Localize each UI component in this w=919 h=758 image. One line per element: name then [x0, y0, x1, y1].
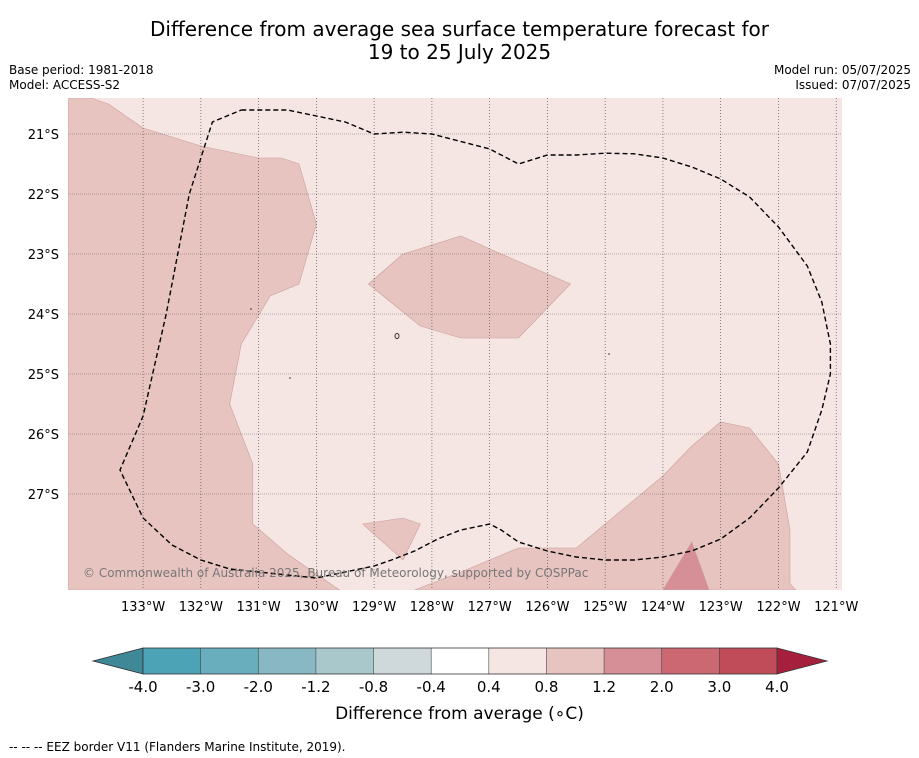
longitude-tick-label: 131°W — [237, 600, 281, 615]
longitude-tick-label: 128°W — [410, 600, 454, 615]
colorbar-tick-label: -1.2 — [301, 678, 330, 696]
title-line-2: 19 to 25 July 2025 — [367, 40, 552, 64]
sst-region — [367, 235, 572, 339]
longitude-tick-label: 125°W — [583, 600, 627, 615]
colorbar-tick-label: -0.8 — [359, 678, 388, 696]
colorbar-segment — [315, 648, 374, 674]
colorbar-segment — [719, 648, 778, 674]
map-figure: © Commonwealth of Australia 2025, Bureau… — [28, 98, 858, 696]
latitude-tick-label: 25°S — [28, 368, 59, 383]
longitude-tick-label: 129°W — [352, 600, 396, 615]
island-dots — [250, 308, 610, 379]
colorbar-segment — [373, 648, 432, 674]
colorbar-tick-label: -3.0 — [186, 678, 215, 696]
latitude-tick-label: 26°S — [28, 428, 59, 443]
colorbar-segment — [200, 648, 259, 674]
gridlines — [68, 98, 842, 590]
colorbar-segment — [431, 648, 490, 674]
longitude-tick-label: 123°W — [699, 600, 743, 615]
longitude-tick-label: 122°W — [756, 600, 800, 615]
colorbar-tick-label: 0.4 — [477, 678, 501, 696]
colorbar-tick-label: -0.4 — [417, 678, 446, 696]
colorbar-tick-label: 4.0 — [765, 678, 789, 696]
colorbar-tick-label: 2.0 — [650, 678, 674, 696]
colorbar-segment — [661, 648, 720, 674]
colorbar-tick-label: -4.0 — [128, 678, 157, 696]
sst-region — [361, 517, 421, 561]
colorbar-extend-low — [91, 647, 144, 675]
colorbar-extend-high — [776, 647, 829, 675]
eez-border — [119, 109, 832, 579]
longitude-tick-label: 124°W — [641, 600, 685, 615]
chart-title: Difference from average sea surface temp… — [0, 18, 919, 64]
colorbar-label: Difference from average (∘C) — [335, 704, 584, 724]
latitude-tick-label: 24°S — [28, 308, 59, 323]
model-run: Model run: 05/07/2025 — [773, 63, 911, 77]
island-marker — [394, 333, 400, 339]
colorbar-segment — [488, 648, 547, 674]
eez-border-layer — [119, 109, 832, 579]
latitude-labels: 21°S 22°S 23°S 24°S 25°S 26°S 27°S — [28, 128, 59, 503]
sst-regions — [68, 98, 797, 590]
colorbar-tick-label: 0.8 — [535, 678, 559, 696]
island-marker — [608, 353, 610, 355]
issued-date: Issued: 07/07/2025 — [795, 78, 911, 92]
title-line-1: Difference from average sea surface temp… — [149, 17, 769, 41]
island-marker — [250, 308, 252, 310]
colorbar: -4.0 -3.0 -2.0 -1.2 -0.8 -0.4 0.4 0.8 1.2 2.0 3.0 4… — [91, 647, 829, 696]
longitude-tick-label: 126°W — [525, 600, 569, 615]
model-name: Model: ACCESS-S2 — [9, 78, 121, 92]
colorbar-tick-label: 3.0 — [707, 678, 731, 696]
colorbar-tick-label: 1.2 — [592, 678, 616, 696]
colorbar-outline — [142, 647, 778, 675]
latitude-tick-label: 27°S — [28, 488, 59, 503]
colorbar-segment — [143, 648, 201, 674]
copyright-notice: © Commonwealth of Australia 2025, Bureau… — [83, 566, 588, 580]
colorbar-tick-label: -2.0 — [244, 678, 273, 696]
footnote: -- -- -- EEZ border V11 (Flanders Marine… — [9, 740, 346, 754]
latitude-tick-label: 22°S — [28, 188, 59, 203]
longitude-tick-label: 127°W — [468, 600, 512, 615]
longitude-tick-label: 121°W — [814, 600, 858, 615]
metadata-left: Base period: 1981-2018 Model: ACCESS-S2 — [9, 63, 154, 93]
sst-region — [662, 541, 710, 590]
longitude-labels: 133°W 132°W 131°W 130°W 129°W 128°W 127°W 126°W… — [121, 600, 858, 615]
base-period: Base period: 1981-2018 — [9, 63, 154, 77]
longitude-tick-label: 130°W — [294, 600, 338, 615]
metadata-right: Model run: 05/07/2025 Issued: 07/07/2025 — [774, 63, 911, 93]
colorbar-segment — [258, 648, 317, 674]
island-marker — [289, 377, 291, 379]
longitude-tick-label: 133°W — [121, 600, 165, 615]
latitude-tick-label: 23°S — [28, 248, 59, 263]
latitude-tick-label: 21°S — [28, 128, 59, 143]
colorbar-segment — [604, 648, 663, 674]
longitude-tick-label: 132°W — [179, 600, 223, 615]
colorbar-segment — [546, 648, 605, 674]
